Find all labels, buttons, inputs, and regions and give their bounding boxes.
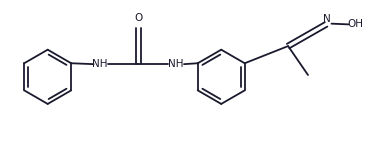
Text: OH: OH (348, 19, 364, 29)
Text: NH: NH (168, 59, 184, 69)
Text: N: N (323, 14, 331, 24)
Text: O: O (134, 13, 142, 23)
Text: NH: NH (92, 59, 108, 69)
